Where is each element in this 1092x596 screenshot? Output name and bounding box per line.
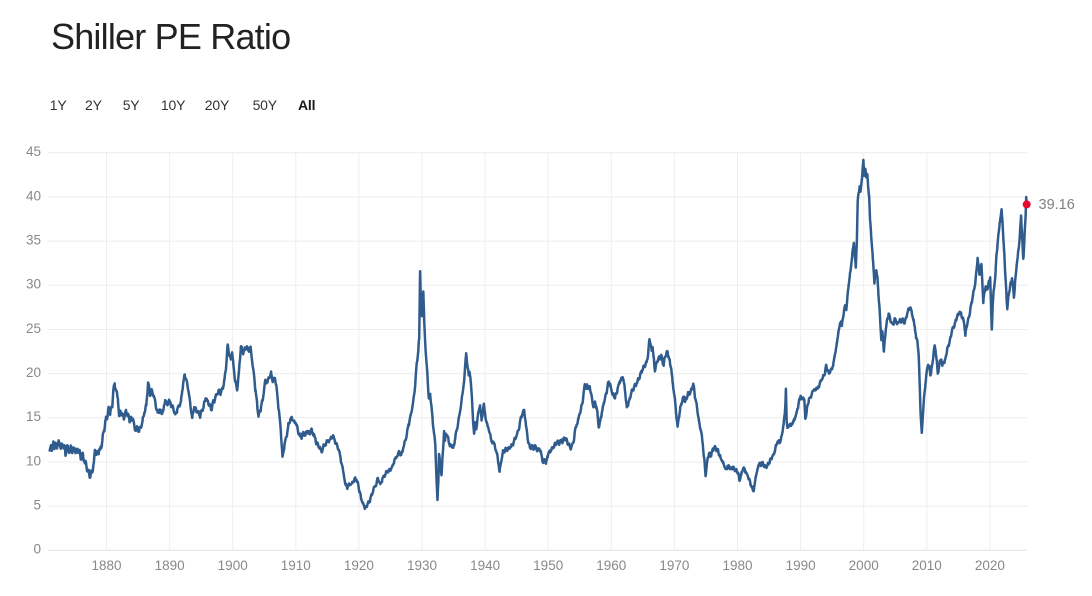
svg-text:39.16: 39.16 [1039,197,1075,213]
svg-text:30: 30 [26,277,41,292]
svg-text:1880: 1880 [91,558,121,573]
svg-text:15: 15 [26,409,41,424]
svg-text:10: 10 [26,453,41,468]
svg-text:0: 0 [33,542,41,557]
svg-text:1960: 1960 [596,558,626,573]
svg-text:1910: 1910 [281,558,311,573]
svg-text:40: 40 [26,188,41,203]
svg-text:1890: 1890 [155,558,185,573]
svg-text:45: 45 [26,144,41,159]
svg-text:25: 25 [26,321,41,336]
svg-text:2020: 2020 [975,558,1005,573]
svg-text:1980: 1980 [722,558,752,573]
svg-text:2010: 2010 [912,558,942,573]
svg-text:1920: 1920 [344,558,374,573]
svg-text:1990: 1990 [786,558,816,573]
svg-text:1970: 1970 [659,558,689,573]
svg-text:20: 20 [26,365,41,380]
svg-text:1930: 1930 [407,558,437,573]
svg-text:1900: 1900 [218,558,248,573]
svg-text:1950: 1950 [533,558,563,573]
svg-text:5: 5 [33,498,41,513]
svg-text:1940: 1940 [470,558,500,573]
svg-text:35: 35 [26,233,41,248]
svg-text:2000: 2000 [849,558,879,573]
